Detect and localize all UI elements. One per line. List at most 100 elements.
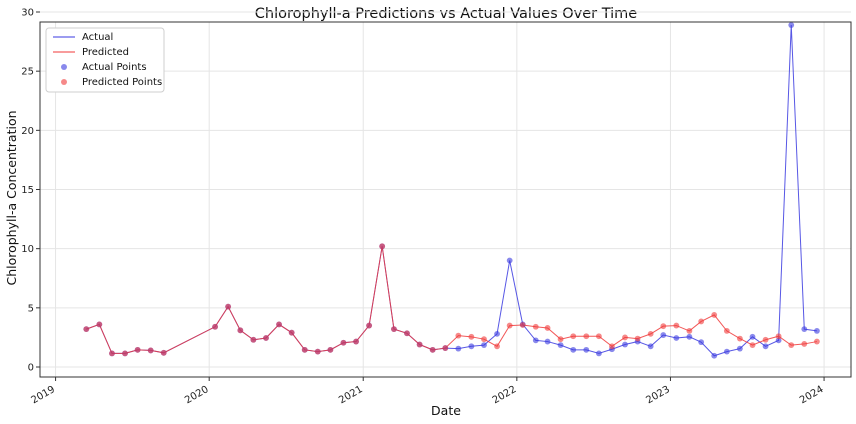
data-point-predicted — [532, 323, 539, 330]
data-point-predicted — [494, 343, 500, 350]
data-point-predicted — [468, 333, 475, 340]
data-point-predicted — [698, 318, 705, 325]
data-point-predicted — [83, 326, 90, 333]
data-point-predicted — [788, 342, 795, 349]
data-point-actual — [711, 352, 718, 359]
data-point-predicted — [237, 327, 244, 334]
data-point-actual — [468, 343, 475, 350]
data-point-predicted — [557, 336, 564, 343]
data-point-predicted — [686, 328, 693, 334]
y-tick-label: 5 — [28, 303, 34, 314]
data-point-predicted — [711, 312, 718, 318]
data-point-predicted — [442, 345, 449, 351]
data-point-predicted — [391, 326, 397, 333]
data-point-predicted — [314, 348, 321, 355]
data-point-predicted — [801, 341, 808, 347]
data-point-predicted — [160, 349, 167, 356]
y-tick-label: 15 — [21, 185, 34, 196]
data-point-predicted — [544, 325, 551, 331]
legend-predicted-label: Predicted — [82, 47, 129, 58]
y-tick-label: 0 — [28, 363, 34, 374]
data-point-actual — [622, 341, 628, 348]
data-point-predicted — [736, 335, 743, 342]
data-point-predicted — [762, 336, 769, 343]
data-point-actual — [660, 332, 667, 338]
y-axis-label: Chlorophyll-a Concentration — [4, 110, 19, 285]
y-tick-label: 30 — [21, 8, 34, 19]
data-point-actual — [698, 339, 705, 346]
data-point-predicted — [570, 333, 577, 340]
data-point-actual — [749, 333, 756, 340]
legend-predicted-points-label: Predicted Points — [82, 77, 162, 88]
data-point-actual — [481, 342, 487, 349]
data-point-predicted — [379, 243, 386, 250]
data-point-actual — [762, 343, 769, 350]
data-point-predicted — [622, 334, 628, 341]
data-point-actual — [736, 345, 743, 352]
y-tick-label: 10 — [21, 244, 34, 255]
data-point-predicted — [134, 346, 141, 353]
data-point-predicted — [147, 347, 154, 354]
data-point-actual — [723, 348, 730, 355]
data-point-actual — [544, 338, 551, 345]
data-point-predicted — [276, 321, 282, 328]
data-point-actual — [596, 350, 602, 357]
data-point-predicted — [429, 346, 436, 353]
y-axis: 0 5 10 15 20 25 30 — [21, 8, 40, 374]
data-point-actual — [673, 335, 680, 341]
plot-frame — [39, 21, 852, 378]
data-point-actual — [647, 343, 654, 350]
data-point-predicted — [416, 341, 423, 348]
data-point-predicted — [366, 322, 373, 329]
data-point-actual — [583, 346, 590, 353]
legend-box — [45, 27, 165, 93]
data-point-predicted — [519, 322, 526, 328]
data-point-predicted — [506, 322, 513, 329]
x-axis-label: Date — [431, 403, 461, 418]
data-point-predicted — [647, 330, 654, 337]
chart-title: Chlorophyll-a Predictions vs Actual Valu… — [255, 6, 637, 22]
data-point-predicted — [353, 338, 359, 345]
legend-actual-points-label: Actual Points — [82, 62, 147, 73]
data-point-actual — [532, 337, 539, 344]
data-point-predicted — [673, 322, 680, 329]
data-point-predicted — [814, 338, 820, 345]
data-point-actual — [494, 330, 500, 337]
data-point-predicted — [288, 329, 295, 336]
data-point-predicted — [455, 332, 462, 339]
data-point-predicted — [250, 336, 257, 343]
data-point-actual — [570, 346, 577, 353]
legend-predicted-points-swatch — [61, 79, 67, 85]
data-point-actual — [788, 22, 795, 28]
data-point-predicted — [404, 330, 410, 337]
data-point-actual — [686, 333, 693, 340]
data-point-predicted — [775, 333, 782, 340]
data-point-actual — [557, 342, 564, 349]
legend-actual-points-swatch — [61, 64, 67, 70]
data-point-predicted — [225, 303, 232, 310]
data-point-actual — [455, 345, 462, 352]
data-point-predicted — [96, 321, 103, 328]
data-point-actual — [814, 328, 820, 334]
data-point-predicted — [660, 323, 667, 330]
y-tick-label: 20 — [21, 126, 34, 137]
data-point-actual — [801, 326, 808, 333]
data-point-actual — [506, 257, 513, 264]
data-point-predicted — [749, 342, 756, 349]
data-point-predicted — [481, 336, 487, 343]
data-point-predicted — [340, 339, 347, 346]
data-point-predicted — [122, 350, 128, 357]
y-tick-label: 25 — [21, 67, 34, 78]
data-point-predicted — [609, 343, 615, 350]
data-point-predicted — [327, 346, 334, 353]
data-point-predicted — [596, 333, 602, 340]
legend: Actual Predicted Actual Points Predicted… — [45, 27, 165, 93]
legend-actual-label: Actual — [82, 32, 113, 43]
data-point-actual — [775, 337, 782, 344]
data-point-predicted — [263, 335, 269, 341]
data-point-predicted — [634, 335, 641, 342]
data-point-predicted — [723, 328, 730, 334]
data-point-predicted — [301, 346, 308, 353]
data-point-predicted — [212, 323, 218, 330]
